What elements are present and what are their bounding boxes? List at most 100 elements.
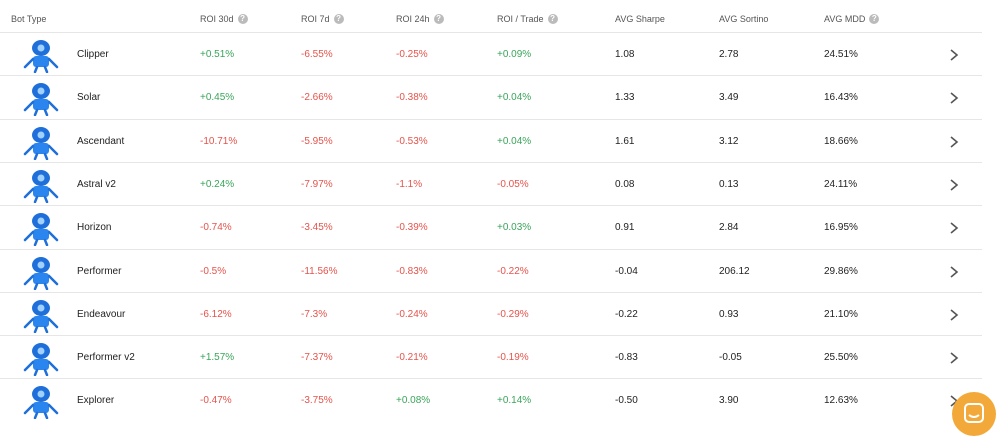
cell: -0.05%: [497, 178, 529, 190]
table-row[interactable]: Performer v2 +1.57% -7.37% -0.21% -0.19% -0.8…: [0, 335, 982, 379]
cell: -6.55%: [301, 49, 333, 60]
cell: 3.49: [719, 92, 739, 104]
row-chevron[interactable]: [948, 221, 960, 235]
bot-icon: [23, 386, 59, 420]
bot-name: Explorer: [77, 395, 115, 407]
bot-name: Astral v2: [77, 178, 116, 190]
column-header[interactable]: AVG Sortino: [719, 14, 768, 24]
header-text: ROI 7d: [301, 14, 330, 24]
cell: -0.74%: [200, 222, 232, 234]
row-chevron[interactable]: [948, 351, 960, 365]
cell: -3.75%: [301, 395, 333, 407]
bot-name: Endeavour: [77, 308, 126, 320]
cell: +0.09%: [497, 49, 532, 60]
column-header[interactable]: Bot Type: [11, 14, 46, 24]
column-header[interactable]: ROI / Trade?: [497, 14, 558, 24]
table-row[interactable]: Explorer -0.47% -3.75% +0.08% +0.14% -0.50 3.9…: [0, 378, 982, 422]
cell: 1.33: [615, 92, 635, 104]
header-text: Bot Type: [11, 14, 47, 24]
help-icon[interactable]: ?: [333, 14, 344, 24]
cell: 16.43%: [824, 92, 858, 104]
help-icon[interactable]: ?: [869, 14, 880, 24]
help-icon[interactable]: ?: [547, 14, 558, 24]
cell: -7.37%: [301, 352, 333, 364]
cell: +1.57%: [200, 352, 235, 364]
row-chevron[interactable]: [948, 178, 960, 192]
cell: +0.51%: [200, 49, 235, 60]
cell: 16.95%: [824, 222, 858, 234]
column-header[interactable]: ROI 30d?: [200, 14, 248, 24]
header-text: ROI 24h: [396, 14, 430, 24]
cell: 12.63%: [824, 395, 858, 407]
cell: 18.66%: [824, 135, 858, 147]
bot-name: Performer v2: [77, 352, 135, 364]
chat-icon: [964, 403, 984, 423]
cell: 0.08: [615, 178, 635, 190]
cell: -7.3%: [301, 308, 328, 320]
cell: -7.97%: [301, 178, 333, 190]
column-header[interactable]: AVG Sharpe: [615, 14, 665, 24]
cell: +0.45%: [200, 92, 235, 104]
column-header[interactable]: AVG MDD?: [824, 14, 880, 24]
cell: +0.24%: [200, 178, 235, 190]
table-row[interactable]: Astral v2 +0.24% -7.97% -1.1% -0.05% 0.08 0.13…: [0, 161, 982, 206]
row-chevron[interactable]: [948, 91, 960, 105]
bot-name: Performer: [77, 265, 122, 277]
help-icon[interactable]: ?: [237, 14, 248, 24]
cell: -0.83: [615, 352, 638, 364]
cell: -0.47%: [200, 395, 232, 407]
cell: -3.45%: [301, 222, 333, 234]
cell: +0.04%: [497, 92, 532, 104]
cell: 0.91: [615, 222, 635, 234]
table-row[interactable]: Performer -0.5% -11.56% -0.83% -0.22% -0.04 20…: [0, 248, 982, 293]
cell: 24.51%: [824, 49, 858, 60]
cell: +0.03%: [497, 222, 532, 234]
table-row[interactable]: Solar +0.45% -2.66% -0.38% +0.04% 1.33 3.49 16.…: [0, 75, 982, 119]
bot-icon: [23, 40, 59, 73]
bot-icon: [23, 83, 59, 117]
table-row[interactable]: Endeavour -6.12% -7.3% -0.24% -0.29% -0.22 0.9…: [0, 291, 982, 336]
cell: -0.22: [615, 308, 638, 320]
cell: -0.05: [719, 352, 742, 364]
cell: +0.14%: [497, 395, 532, 407]
cell: 1.08: [615, 49, 635, 60]
column-header[interactable]: ROI 7d?: [301, 14, 344, 24]
header-text: ROI / Trade: [497, 14, 544, 24]
bot-icon: [23, 126, 59, 160]
column-header[interactable]: ROI 24h?: [396, 14, 444, 24]
cell: -0.50: [615, 395, 638, 407]
bot-name: Clipper: [77, 49, 109, 60]
help-icon[interactable]: ?: [433, 14, 444, 24]
bot-name: Horizon: [77, 222, 112, 234]
cell: -1.1%: [396, 178, 423, 190]
row-chevron[interactable]: [948, 308, 960, 322]
cell: 206.12: [719, 265, 750, 277]
cell: -0.38%: [396, 92, 428, 104]
bot-name: Solar: [77, 92, 101, 104]
row-chevron[interactable]: [948, 135, 960, 149]
cell: -0.83%: [396, 265, 428, 277]
cell: -0.19%: [497, 352, 529, 364]
cell: 0.93: [719, 308, 739, 320]
cell: 24.11%: [824, 178, 858, 190]
cell: -6.12%: [200, 308, 232, 320]
table-row[interactable]: Horizon -0.74% -3.45% -0.39% +0.03% 0.91 2.84 1…: [0, 205, 982, 249]
cell: -0.5%: [200, 265, 227, 277]
cell: -10.71%: [200, 135, 238, 147]
cell: -0.24%: [396, 308, 428, 320]
chat-button[interactable]: [952, 392, 996, 436]
row-chevron[interactable]: [948, 265, 960, 279]
cell: -11.56%: [301, 265, 338, 277]
cell: +0.08%: [396, 395, 431, 407]
cell: -2.66%: [301, 92, 333, 104]
bot-icon: [23, 343, 59, 377]
cell: -5.95%: [301, 135, 333, 147]
cell: +0.04%: [497, 135, 532, 147]
row-chevron[interactable]: [948, 48, 960, 62]
table-row[interactable]: Clipper +0.51% -6.55% -0.25% +0.09% 1.08 2.78 2…: [0, 32, 982, 76]
header-text: AVG Sortino: [719, 14, 769, 24]
bot-icon: [23, 299, 59, 333]
header-text: AVG Sharpe: [615, 14, 665, 24]
table-row[interactable]: Ascendant -10.71% -5.95% -0.53% +0.04% 1.61 3.…: [0, 118, 982, 163]
cell: -0.53%: [396, 135, 428, 147]
